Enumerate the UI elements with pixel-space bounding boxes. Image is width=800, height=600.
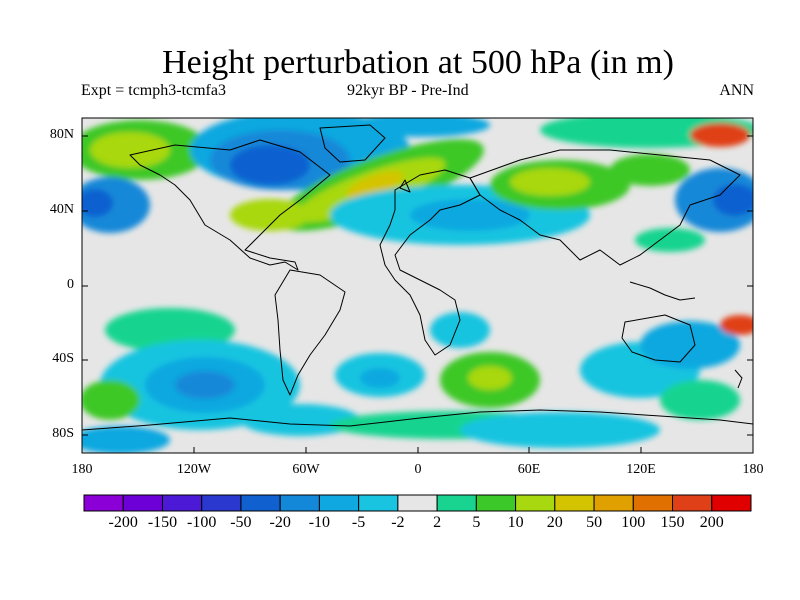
asia-outline (469, 149, 741, 266)
lon-tick-marks (81, 447, 754, 453)
field-blob (640, 321, 740, 369)
colorbar (83, 494, 752, 512)
field-blob (460, 412, 660, 448)
field-blob (230, 199, 310, 231)
colorbar-label: -100 (187, 514, 217, 531)
field-blob (82, 426, 170, 453)
colorbar-label: -2 (391, 514, 405, 531)
colorbar-swatch (122, 494, 163, 512)
colorbar-swatch (201, 494, 242, 512)
south-america-outline (274, 269, 346, 396)
colorbar-label: 5 (472, 514, 481, 531)
uk-outline (399, 179, 411, 193)
colorbar-label: -10 (308, 514, 331, 531)
colorbar-label: -150 (147, 514, 178, 531)
field-blob (90, 132, 170, 168)
field-blob (240, 404, 360, 436)
period-label: 92kyr BP - Pre-Ind (347, 82, 469, 99)
season-label: ANN (719, 82, 754, 99)
map-title: Height perturbation at 500 hPa (in m) (162, 44, 674, 81)
colorbar-label: 200 (699, 514, 724, 531)
colorbar-label: 100 (621, 514, 646, 531)
new-zealand-outline (734, 369, 743, 389)
north-america-outline (129, 139, 331, 271)
lat-label-eq: 0 (67, 277, 74, 292)
lon-label-120e: 120E (626, 462, 656, 477)
lon-label-180w: 180 (71, 462, 93, 477)
colorbar-label: -20 (269, 514, 291, 531)
colorbar-swatch (593, 494, 634, 512)
lon-label-120w: 120W (176, 462, 212, 477)
colorbar-label: 10 (507, 514, 524, 531)
field-blob (690, 123, 750, 147)
colorbar-swatch (161, 494, 203, 512)
field-blob (660, 380, 740, 420)
lon-label-180e: 180 (742, 462, 764, 477)
antarctica-outline (82, 409, 753, 453)
field-blob (720, 315, 753, 335)
colorbar-label: -200 (108, 514, 138, 531)
field-blob (430, 312, 490, 348)
colorbar-swatch (475, 494, 517, 512)
colorbar-swatch (83, 494, 124, 512)
field-blob (82, 380, 140, 420)
colorbar-label: 20 (546, 514, 563, 531)
colorbar-label: 2 (433, 514, 442, 531)
field-blob (350, 118, 490, 137)
lat-label-80s: 80S (52, 426, 74, 441)
field-blob (635, 228, 705, 252)
lon-label-60e: 60E (517, 462, 541, 477)
lon-label-0: 0 (414, 462, 422, 477)
lat-label-40n: 40N (49, 202, 74, 217)
colorbar-label: -5 (351, 514, 366, 531)
field-blob (230, 145, 310, 185)
lat-tick-marks (82, 135, 753, 436)
field-blob (346, 171, 404, 199)
lat-label-80n: 80N (49, 127, 74, 142)
coastlines (82, 124, 753, 453)
field-blob (82, 189, 113, 217)
colorbar-swatch (711, 494, 752, 512)
field-blob (410, 199, 530, 231)
colorbar-label: 50 (586, 514, 603, 531)
field-blob (510, 168, 590, 196)
colorbar-swatch (515, 494, 556, 512)
field-blob (468, 366, 512, 390)
europe-africa-outline (379, 169, 481, 356)
field-layer (82, 118, 753, 453)
colorbar-swatch (672, 494, 713, 512)
australia-outline (621, 314, 696, 363)
indonesia-outline (629, 281, 696, 301)
greenland-outline (319, 124, 386, 163)
colorbar-label: 150 (660, 514, 685, 531)
field-blob (360, 368, 400, 388)
colorbar-swatch (358, 494, 399, 512)
colorbar-swatch (318, 494, 360, 512)
colorbar-swatch (397, 494, 438, 512)
experiment-label: Expt = tcmph3-tcmfa3 (81, 82, 226, 99)
colorbar-swatch (554, 494, 595, 512)
field-blob (610, 154, 690, 186)
colorbar-swatch (279, 494, 320, 512)
lat-label-40s: 40S (52, 351, 74, 366)
colorbar-swatch (436, 494, 477, 512)
colorbar-label: -50 (230, 514, 252, 531)
lon-label-60w: 60W (292, 462, 320, 477)
colorbar-swatch (632, 494, 674, 512)
field-blob (175, 371, 235, 399)
colorbar-swatch (240, 494, 281, 512)
